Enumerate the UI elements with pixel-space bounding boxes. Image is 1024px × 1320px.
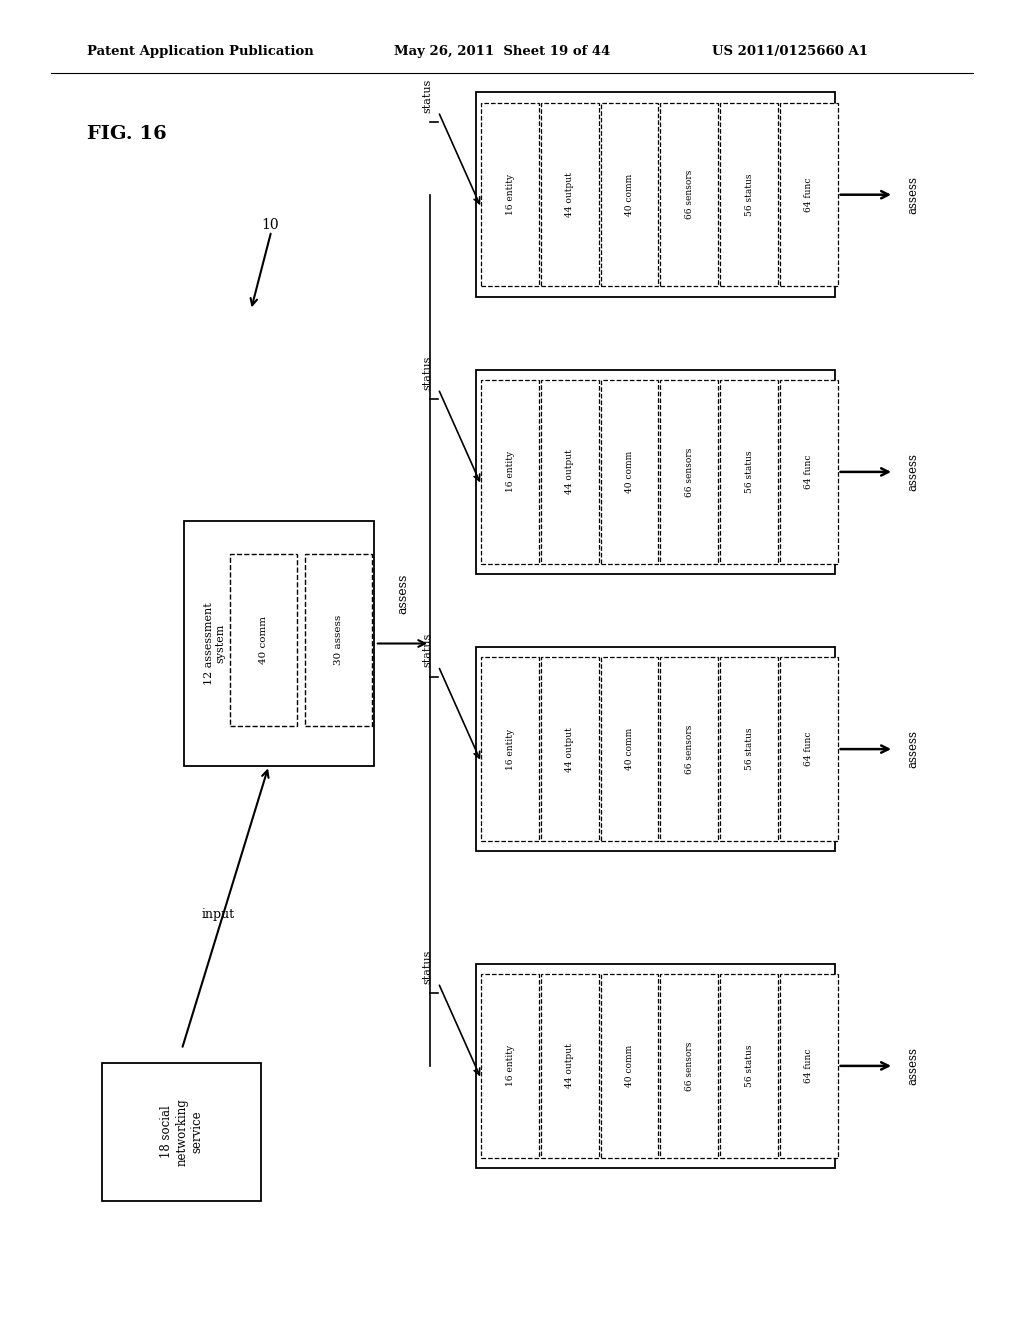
Text: FIG. 16: FIG. 16 <box>87 125 167 144</box>
Bar <box>601 657 658 841</box>
Bar <box>481 103 539 286</box>
Text: 44 output: 44 output <box>565 173 574 216</box>
Text: 18 social
networking
service: 18 social networking service <box>161 1098 203 1166</box>
Text: 44 output: 44 output <box>565 727 574 771</box>
Text: 10: 10 <box>261 218 279 232</box>
Bar <box>780 380 838 564</box>
Text: 12 assessment
system: 12 assessment system <box>204 602 226 685</box>
Text: 44 output: 44 output <box>565 1044 574 1088</box>
Bar <box>541 974 599 1158</box>
Text: status: status <box>422 78 432 114</box>
Bar <box>481 657 539 841</box>
Bar <box>481 974 539 1158</box>
Bar <box>476 370 835 574</box>
Text: US 2011/0125660 A1: US 2011/0125660 A1 <box>712 45 867 58</box>
Text: 40 comm: 40 comm <box>625 1044 634 1088</box>
Bar <box>476 92 835 297</box>
Bar <box>184 521 374 766</box>
Text: assess: assess <box>906 453 919 491</box>
Text: 66 sensors: 66 sensors <box>685 725 694 774</box>
Text: 64 func: 64 func <box>804 177 813 213</box>
Text: 40 comm: 40 comm <box>625 173 634 216</box>
Text: 64 func: 64 func <box>804 454 813 490</box>
Bar <box>720 974 778 1158</box>
Text: status: status <box>422 355 432 391</box>
Text: 30 assess: 30 assess <box>334 615 343 665</box>
Text: 44 output: 44 output <box>565 450 574 494</box>
Bar <box>541 103 599 286</box>
Text: 64 func: 64 func <box>804 1048 813 1084</box>
Bar <box>601 380 658 564</box>
Bar <box>720 380 778 564</box>
Text: Patent Application Publication: Patent Application Publication <box>87 45 313 58</box>
Bar <box>541 657 599 841</box>
Bar <box>230 554 297 726</box>
Bar <box>305 554 372 726</box>
Bar <box>601 103 658 286</box>
Bar <box>601 974 658 1158</box>
Bar <box>660 103 718 286</box>
Bar <box>660 657 718 841</box>
Bar <box>541 380 599 564</box>
Text: status: status <box>422 632 432 668</box>
Text: 40 comm: 40 comm <box>625 450 634 494</box>
Text: input: input <box>201 908 234 920</box>
Bar <box>720 103 778 286</box>
Bar <box>780 103 838 286</box>
Bar <box>476 647 835 851</box>
Bar <box>780 657 838 841</box>
Text: assess: assess <box>906 730 919 768</box>
Text: 66 sensors: 66 sensors <box>685 170 694 219</box>
Text: 64 func: 64 func <box>804 731 813 767</box>
Bar <box>660 974 718 1158</box>
Text: 16 entity: 16 entity <box>506 451 515 492</box>
Text: 56 status: 56 status <box>744 173 754 216</box>
Text: 56 status: 56 status <box>744 727 754 771</box>
Text: 40 comm: 40 comm <box>625 727 634 771</box>
Text: 56 status: 56 status <box>744 1044 754 1088</box>
Bar <box>780 974 838 1158</box>
Text: 56 status: 56 status <box>744 450 754 494</box>
Text: assess: assess <box>906 1047 919 1085</box>
Bar <box>720 657 778 841</box>
Text: assess: assess <box>906 176 919 214</box>
Text: 16 entity: 16 entity <box>506 729 515 770</box>
Text: status: status <box>422 949 432 985</box>
Text: 16 entity: 16 entity <box>506 174 515 215</box>
Text: May 26, 2011  Sheet 19 of 44: May 26, 2011 Sheet 19 of 44 <box>394 45 610 58</box>
Bar <box>481 380 539 564</box>
Bar <box>476 964 835 1168</box>
Text: assess: assess <box>396 574 409 615</box>
Text: 66 sensors: 66 sensors <box>685 447 694 496</box>
Text: 66 sensors: 66 sensors <box>685 1041 694 1090</box>
Bar <box>102 1063 261 1201</box>
Text: 40 comm: 40 comm <box>259 616 268 664</box>
Text: 16 entity: 16 entity <box>506 1045 515 1086</box>
Bar <box>660 380 718 564</box>
